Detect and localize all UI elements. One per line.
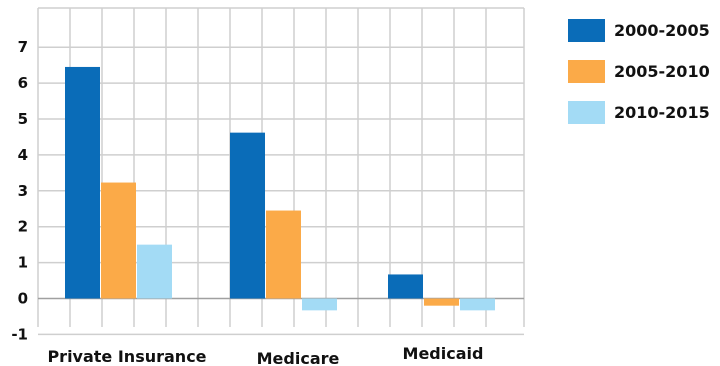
legend-label: 2010-2015 — [614, 103, 710, 122]
y-tick-label: 0 — [18, 290, 28, 308]
legend-label: 2005-2010 — [614, 62, 710, 81]
y-tick-label: 1 — [18, 254, 28, 272]
legend-swatch — [568, 101, 605, 124]
bar — [302, 298, 337, 311]
category-label: Medicaid — [403, 344, 484, 363]
y-axis-ticks: -1 0 1 2 3 4 5 6 7 — [11, 38, 28, 343]
y-tick-label: 6 — [18, 74, 28, 92]
bar — [65, 66, 100, 299]
legend[interactable]: 2000-2005 2005-2010 2010-2015 — [568, 19, 710, 124]
bar — [101, 182, 136, 299]
bar — [388, 274, 423, 299]
category-label: Private Insurance — [47, 347, 206, 366]
y-tick-label: 7 — [18, 38, 28, 56]
bars — [65, 66, 495, 311]
bar — [424, 298, 459, 306]
bar — [266, 210, 301, 299]
y-tick-label: 3 — [18, 182, 28, 200]
legend-label: 2000-2005 — [614, 21, 710, 40]
y-tick-label: 4 — [18, 146, 28, 164]
y-tick-label: -1 — [11, 325, 28, 343]
bar — [137, 244, 172, 299]
legend-swatch — [568, 19, 605, 42]
category-labels: Private Insurance Medicare Medicaid — [47, 344, 483, 366]
legend-swatch — [568, 60, 605, 83]
bar — [460, 298, 495, 311]
category-label: Medicare — [257, 349, 340, 366]
bar — [230, 132, 265, 299]
y-tick-label: 5 — [18, 110, 28, 128]
y-tick-label: 2 — [18, 218, 28, 236]
